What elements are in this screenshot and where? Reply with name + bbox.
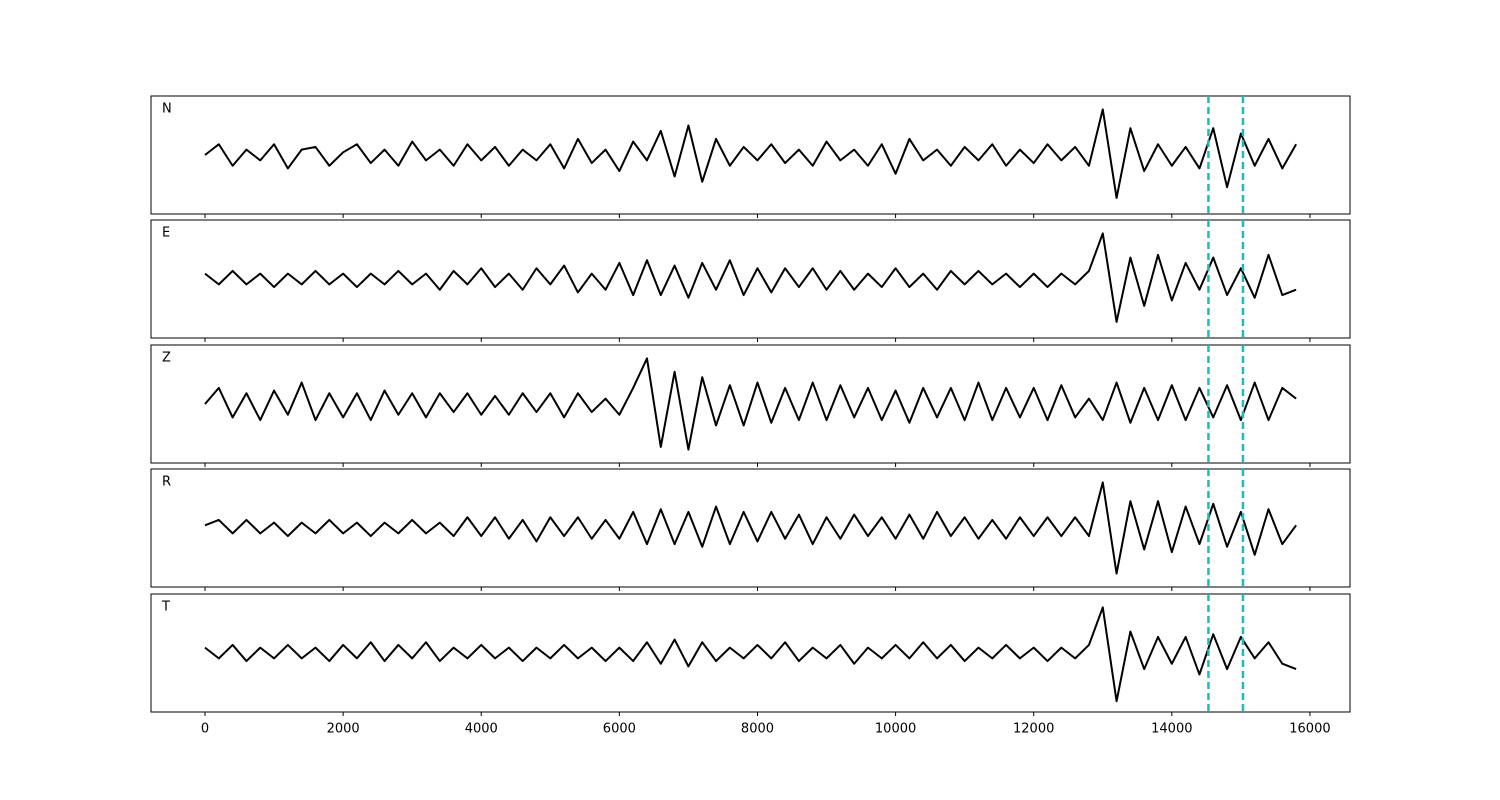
x-tick-label: 12000 (1013, 722, 1054, 737)
panel-frame (150, 468, 1351, 588)
panel-frame (150, 344, 1351, 464)
panel-label: Z (162, 351, 171, 366)
x-tick-label: 4000 (465, 722, 498, 737)
panel-label: N (162, 102, 172, 117)
trace (204, 481, 1297, 575)
trace (204, 357, 1297, 451)
x-tick-label: 8000 (741, 722, 774, 737)
trace (204, 232, 1297, 323)
x-tick-label: 10000 (875, 722, 916, 737)
x-tick-label: 6000 (603, 722, 636, 737)
panel-label: R (162, 475, 171, 490)
trace (204, 606, 1297, 703)
panel-label: T (161, 600, 170, 615)
x-tick-label: 14000 (1151, 722, 1192, 737)
panel-frame (150, 219, 1351, 339)
x-tick-label: 0 (201, 722, 209, 737)
x-tick-label: 2000 (327, 722, 360, 737)
trace (204, 108, 1297, 199)
panel-label: E (162, 226, 170, 241)
x-tick-label: 16000 (1289, 722, 1330, 737)
panel-frame (150, 95, 1351, 215)
panel-frame (150, 593, 1351, 713)
